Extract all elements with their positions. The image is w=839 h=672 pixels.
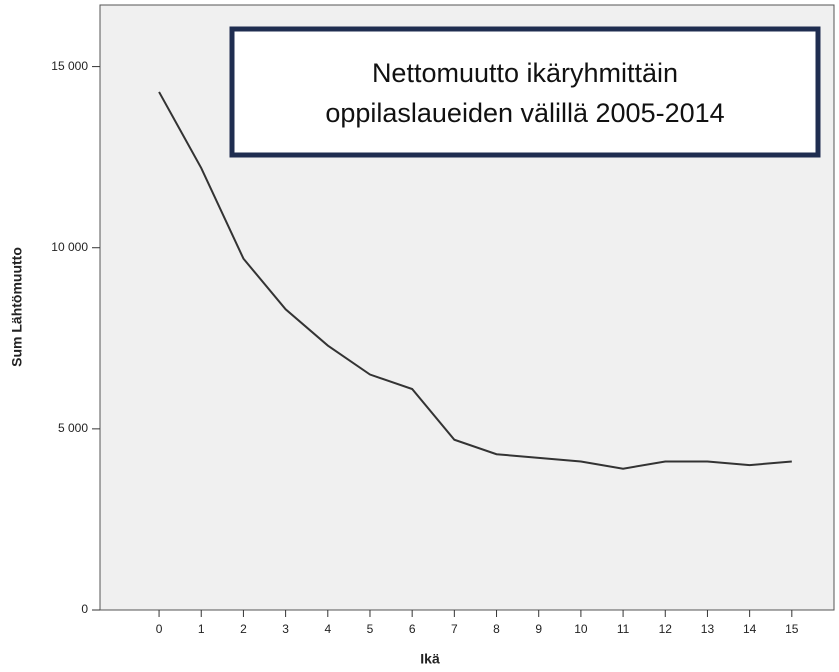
y-axis-label: Sum Lähtömuutto xyxy=(9,247,25,367)
y-tick-label: 10 000 xyxy=(51,240,88,254)
x-tick-label: 5 xyxy=(367,622,374,636)
x-tick-label: 13 xyxy=(701,622,715,636)
x-tick-label: 0 xyxy=(156,622,163,636)
x-tick-label: 1 xyxy=(198,622,205,636)
x-tick-label: 11 xyxy=(617,622,630,636)
x-tick-label: 4 xyxy=(324,622,331,636)
x-tick-label: 14 xyxy=(743,622,757,636)
x-tick-label: 6 xyxy=(409,622,416,636)
x-tick-label: 8 xyxy=(493,622,500,636)
x-axis-label: Ikä xyxy=(420,651,440,667)
y-tick-label: 15 000 xyxy=(51,59,88,73)
line xyxy=(158,91,792,470)
title: oppilaslaueiden välillä 2005-2014 xyxy=(325,98,724,128)
y-tick-label: 5 000 xyxy=(58,421,88,435)
x-tick-label: 12 xyxy=(659,622,673,636)
x-tick-label: 15 xyxy=(785,622,799,636)
x-tick-label: 3 xyxy=(282,622,289,636)
title-box xyxy=(229,26,821,158)
x-tick-label: 7 xyxy=(451,622,458,636)
y-tick-label: 0 xyxy=(81,602,88,616)
title: Nettomuutto ikäryhmittäin xyxy=(372,58,678,88)
x-tick-label: 10 xyxy=(574,622,588,636)
x-tick-label: 2 xyxy=(240,622,247,636)
x-tick-label: 9 xyxy=(535,622,542,636)
